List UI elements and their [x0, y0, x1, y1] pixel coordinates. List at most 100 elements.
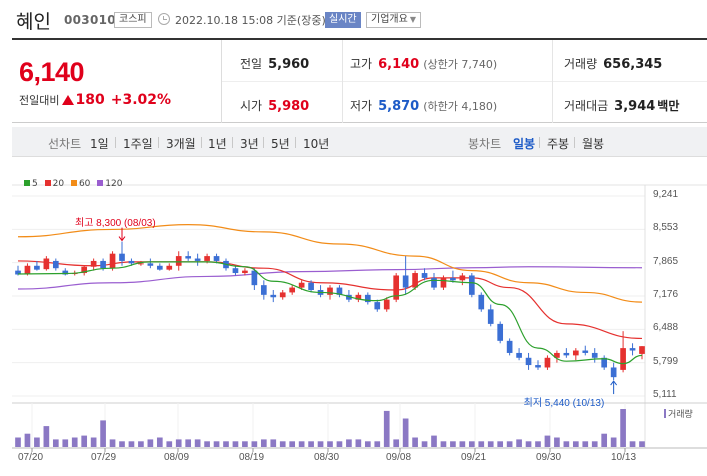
candle-body — [251, 270, 258, 286]
price-panel: 6,140 전일대비 180 +3.02% — [12, 40, 222, 123]
volume-legend: 거래량 — [664, 407, 693, 420]
chart-canvas — [12, 184, 707, 452]
change-row: 전일대비 180 +3.02% — [19, 92, 171, 108]
volume-bar — [270, 439, 277, 447]
legend-swatch — [70, 180, 77, 186]
period-3y[interactable]: 3년 — [240, 137, 259, 151]
x-tick-label: 09/30 — [536, 452, 562, 463]
period-3m[interactable]: 3개월 — [166, 137, 196, 151]
period-1y[interactable]: 1년 — [208, 137, 227, 151]
candle-body — [43, 258, 50, 270]
candle-body — [450, 277, 456, 281]
x-tick-label: 09/21 — [461, 452, 487, 463]
volume-bar — [572, 441, 579, 447]
candle-daily[interactable]: 일봉 — [513, 137, 536, 151]
volume-bar — [166, 441, 173, 447]
stat-high: 고가 6,140 (상한가 7,740) — [350, 55, 497, 72]
stat-open: 시가 5,980 — [240, 97, 309, 114]
volume-bar — [128, 441, 135, 447]
candle-weekly[interactable]: 주봉 — [547, 137, 570, 151]
legend-ma5: 5 — [32, 179, 38, 189]
candle-body — [232, 268, 239, 274]
candle-body — [289, 287, 296, 293]
volume-bar — [459, 441, 466, 447]
price-chart[interactable]: 5 20 60 120 9,241 8,553 7,865 7,176 6,488 5,7… — [12, 170, 707, 476]
volume-bar — [223, 441, 229, 447]
candle-body — [563, 352, 570, 356]
volume-bar — [506, 441, 513, 447]
stat-value: 5,960 — [268, 57, 310, 72]
volume-bar — [119, 441, 125, 447]
period-1w[interactable]: 1주일 — [123, 137, 153, 151]
candle-body — [260, 285, 267, 295]
divider — [222, 81, 707, 82]
stat-prev-close: 전일 5,960 — [240, 55, 309, 72]
y-tick-label: 7,865 — [653, 255, 679, 267]
y-tick-label: 8,553 — [653, 222, 679, 234]
stat-sub: (상한가 7,740) — [423, 58, 498, 71]
volume-bar — [43, 426, 50, 447]
current-price: 6,140 — [19, 57, 85, 87]
volume-bar — [421, 441, 428, 447]
volume-bar — [204, 441, 210, 447]
period-10y[interactable]: 10년 — [303, 137, 330, 151]
stat-value: 656,345 — [603, 57, 663, 72]
candle-body — [298, 282, 305, 288]
stat-volume: 거래량 656,345 — [564, 55, 662, 72]
candle-body — [525, 357, 532, 366]
volume-bar — [601, 433, 608, 447]
divider — [574, 137, 575, 148]
volume-bar — [450, 441, 456, 447]
company-overview-button[interactable]: 기업개요 ▼ — [366, 12, 421, 28]
period-1d[interactable]: 1일 — [90, 137, 109, 151]
divider — [263, 137, 264, 148]
candle-body — [336, 287, 343, 295]
candle-body — [620, 348, 626, 370]
x-tick-label: 08/09 — [164, 452, 190, 463]
candle-body — [147, 263, 154, 266]
stat-value: 5,980 — [268, 99, 310, 114]
change-label: 전일대비 — [19, 94, 60, 107]
volume-bar — [232, 441, 239, 447]
change-value: 180 — [75, 92, 105, 108]
candle-chart-title: 봉차트 — [468, 137, 502, 151]
volume-bar — [591, 441, 598, 447]
candle-body — [639, 346, 645, 354]
volume-bar — [71, 437, 78, 447]
timestamp: 2022.10.18 15:08 기준(장중) — [175, 14, 326, 27]
chart-legend: 5 20 60 120 — [20, 179, 122, 189]
y-tick-label: 9,241 — [653, 189, 679, 200]
stat-label: 시가 — [240, 99, 263, 113]
candle-body — [497, 323, 504, 341]
candle-body — [52, 260, 59, 269]
candle-body — [572, 350, 579, 356]
candle-body — [355, 294, 362, 300]
volume-bar — [62, 439, 69, 447]
volume-bar — [497, 441, 504, 447]
x-tick-label: 07/20 — [18, 452, 44, 463]
y-tick-label: 6,488 — [653, 322, 679, 334]
volume-bar — [535, 441, 541, 447]
divider — [539, 137, 540, 148]
clock-icon — [158, 13, 170, 25]
candle-body — [204, 256, 210, 261]
y-tick-label: 5,799 — [653, 355, 679, 367]
volume-bar — [478, 441, 485, 447]
volume-bar — [147, 439, 154, 447]
candle-monthly[interactable]: 월봉 — [582, 137, 605, 151]
volume-bar — [431, 435, 437, 447]
volume-bar — [468, 441, 475, 447]
candle-body — [629, 348, 636, 351]
divider — [342, 40, 343, 123]
divider — [232, 137, 233, 148]
stat-low: 저가 5,870 (하한가 4,180) — [350, 97, 497, 114]
volume-bar — [24, 433, 31, 447]
volume-bar — [289, 441, 296, 447]
volume-bar — [90, 437, 97, 447]
volume-bar — [175, 439, 182, 447]
volume-bar — [582, 441, 589, 447]
candle-body — [119, 253, 125, 261]
volume-bar — [346, 439, 352, 447]
period-5y[interactable]: 5년 — [271, 137, 290, 151]
candle-body — [431, 277, 437, 288]
